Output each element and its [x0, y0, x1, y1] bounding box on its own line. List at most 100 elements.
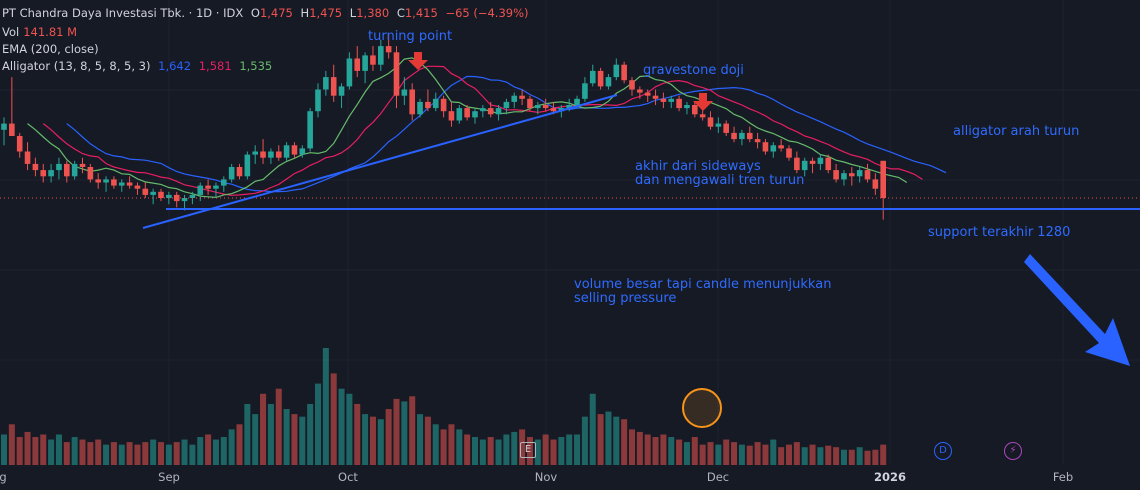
volume-bar	[346, 393, 353, 465]
candle-body	[260, 151, 266, 158]
candle-body	[56, 163, 62, 171]
x-tick-sep: Sep	[158, 470, 180, 484]
volume-bar	[793, 442, 800, 465]
candle-body	[158, 191, 164, 198]
volume-bar	[542, 434, 549, 465]
candle-body	[252, 151, 258, 155]
candle-body	[409, 89, 415, 115]
candle-body	[393, 52, 400, 96]
candle-body	[472, 111, 478, 118]
volume-bar	[746, 445, 753, 465]
dividend-badge[interactable]: D	[934, 442, 952, 460]
volume-bar	[550, 439, 557, 465]
candle-body	[597, 70, 604, 87]
volume-bar	[212, 439, 219, 465]
candle-body	[299, 148, 306, 155]
volume-bar	[511, 431, 518, 465]
alligator-down-note[interactable]: alligator arah turun	[953, 124, 1080, 139]
volume-bar	[307, 403, 314, 465]
candle-body	[134, 185, 141, 189]
candle-body	[166, 194, 172, 198]
volume-bar	[220, 437, 227, 465]
candle-body	[794, 157, 800, 171]
alligator-label: Alligator (13, 8, 5, 8, 5, 3)	[2, 59, 151, 73]
volume-bar	[597, 414, 604, 465]
volume-highlight-fill	[683, 389, 721, 427]
candle-body	[621, 64, 627, 81]
candle-body	[189, 194, 196, 198]
candle-body	[644, 92, 651, 96]
candle-body	[833, 170, 839, 180]
candle-body	[48, 170, 54, 177]
candle-body	[856, 170, 863, 177]
volume-bar	[197, 437, 204, 465]
candle-body	[503, 101, 510, 109]
candle-body	[268, 151, 274, 158]
candle-body	[605, 77, 612, 87]
volume-bar	[801, 447, 808, 465]
volume-label[interactable]: Vol	[2, 25, 20, 39]
volume-bar	[558, 437, 565, 465]
turning-point-note[interactable]: turning point	[368, 29, 453, 44]
volume-bar	[652, 437, 659, 465]
ema-legend[interactable]: EMA (200, close)	[2, 42, 103, 56]
volume-bar	[126, 442, 133, 465]
candle-body	[715, 123, 722, 127]
volume-bar	[393, 398, 400, 465]
volume-bar	[267, 403, 274, 465]
candle-body	[118, 182, 125, 186]
volume-highlight-circle	[682, 388, 722, 428]
volume-bar	[699, 444, 706, 465]
support-note[interactable]: support terakhir 1280	[928, 225, 1071, 240]
low-label: L	[349, 6, 357, 20]
volume-note-line2[interactable]: selling pressure	[574, 291, 677, 306]
candle-body	[228, 167, 235, 180]
volume-bar	[377, 419, 384, 465]
candle-body	[849, 173, 855, 177]
volume-bar	[8, 424, 15, 465]
earnings-badge[interactable]: E	[520, 442, 536, 458]
volume-bar	[401, 401, 408, 465]
candle-body	[566, 105, 572, 109]
candle-body	[425, 101, 431, 109]
sideways-note-line1[interactable]: akhir dari sideways	[635, 159, 761, 174]
candle-body	[676, 98, 682, 109]
flash-icon[interactable]: ⚡	[1004, 442, 1022, 460]
volume-bar	[134, 444, 141, 465]
volume-bar	[786, 444, 792, 465]
volume-legend: Vol 141.81 M	[2, 25, 81, 39]
volume-bar	[275, 388, 282, 465]
alligator-legend[interactable]: Alligator (13, 8, 5, 8, 5, 3) 1,642 1,58…	[2, 59, 276, 73]
volume-bar	[723, 439, 730, 465]
volume-note-line1[interactable]: volume besar tapi candle menunjukkan	[574, 277, 832, 292]
volume-bar	[71, 437, 78, 465]
volume-bar	[103, 444, 110, 465]
candle-body	[378, 46, 384, 65]
candle-body	[79, 163, 86, 167]
volume-bar	[707, 442, 714, 465]
sideways-note-line2[interactable]: dan mengawali tren turun	[635, 173, 805, 188]
symbol-title[interactable]: PT Chandra Daya Investasi Tbk. · 1D · ID…	[2, 6, 244, 20]
candle-body	[275, 151, 282, 158]
alligator-lips-value: 1,535	[239, 59, 273, 73]
candle-body	[684, 105, 690, 109]
volume-bar	[715, 444, 722, 465]
candle-body	[668, 98, 675, 102]
x-tick-dec: Dec	[706, 470, 730, 484]
volume-bar	[150, 439, 157, 465]
candle-body	[432, 98, 439, 109]
gravestone-doji-note[interactable]: gravestone doji	[643, 63, 744, 78]
volume-bar	[581, 416, 588, 465]
volume-bar	[158, 442, 164, 465]
candle-body	[142, 188, 149, 195]
candle-body	[126, 182, 133, 186]
candle-body	[71, 163, 78, 177]
candle-body	[535, 105, 541, 109]
volume-bar	[856, 447, 863, 465]
volume-bar	[880, 444, 887, 465]
volume-bar	[362, 414, 369, 465]
open-label: O	[250, 6, 260, 20]
candle-body	[95, 179, 101, 183]
volume-bar	[55, 434, 62, 465]
